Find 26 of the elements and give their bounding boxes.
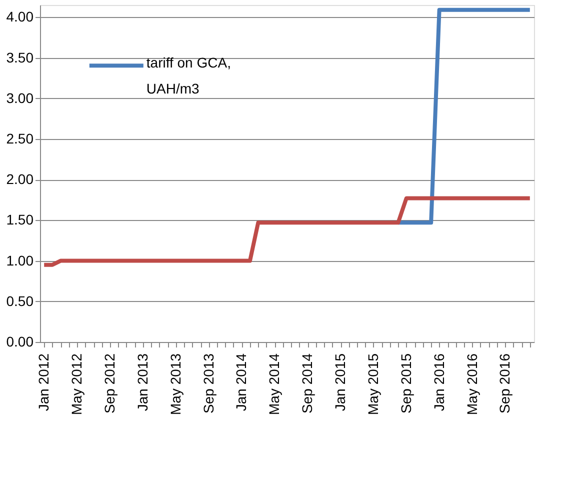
x-tick-label: May 2014 xyxy=(266,353,282,415)
y-tick-label: 2.50 xyxy=(6,130,34,146)
x-tick-label: Sep 2013 xyxy=(200,353,216,414)
x-tick-label: Jan 2016 xyxy=(430,353,447,412)
line-series xyxy=(42,196,532,267)
y-tick-label: 4.00 xyxy=(6,8,34,25)
y-tick-label: 0.50 xyxy=(6,292,34,309)
x-tick-label: Jan 2015 xyxy=(332,353,348,412)
x-tick-label: May 2012 xyxy=(68,353,85,415)
x-tick-label: Sep 2014 xyxy=(299,353,316,414)
legend-label: tariff on GCA, UAH/m3 xyxy=(146,54,231,97)
x-tick-label: May 2015 xyxy=(364,353,381,415)
x-tick-label: Jan 2014 xyxy=(233,353,250,412)
y-tick-label: 1.50 xyxy=(6,212,34,228)
x-tick-label: May 2016 xyxy=(464,353,480,415)
y-tick-label: 2.00 xyxy=(6,171,34,188)
x-tick-label: May 2013 xyxy=(167,353,184,415)
x-tick-label: Sep 2016 xyxy=(496,353,513,414)
x-tick-label: Sep 2012 xyxy=(101,353,118,414)
x-tick-label: Jan 2012 xyxy=(36,353,52,412)
y-tick-label: 3.00 xyxy=(6,90,34,106)
y-tick-label: 0.00 xyxy=(6,334,34,350)
x-tick-label: Jan 2013 xyxy=(134,353,150,412)
y-tick-label: 1.00 xyxy=(6,252,34,268)
x-tick-label: Sep 2015 xyxy=(398,353,414,414)
y-tick-label: 3.50 xyxy=(6,49,34,66)
